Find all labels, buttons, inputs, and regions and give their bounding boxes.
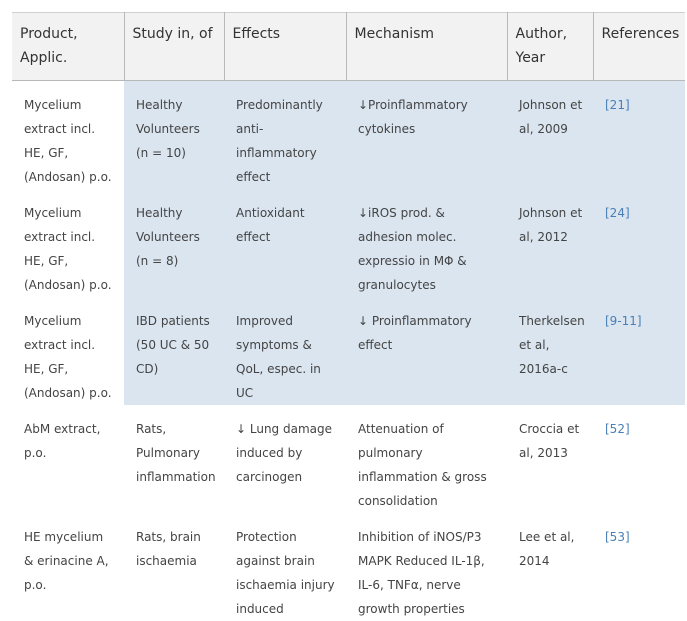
col-header-effects: Effects <box>224 12 347 81</box>
cell-mechanism: Inhibition of iNOS/P3 MAPK Reduced IL-1β… <box>358 530 485 616</box>
reference-link[interactable]: [21] <box>593 80 685 189</box>
cell-mechanism: Attenuation of pulmonary inflammation & … <box>358 422 487 508</box>
cell-author: Johnson et al, 2012 <box>507 189 593 297</box>
table-row: Mycelium extract incl. HE, GF, (Andosan)… <box>12 297 685 405</box>
reference-link[interactable]: [24] <box>593 189 685 297</box>
table-row: Mycelium extract incl. HE, GF, (Andosan)… <box>12 80 685 189</box>
cell-study: Rats, Pulmonary inflammation <box>136 422 216 484</box>
cell-effects: Predominantly anti-inflammatory effect <box>224 80 346 189</box>
reference-link[interactable]: [53] <box>605 530 630 544</box>
cell-study: IBD patients (50 UC & 50 CD) <box>124 297 224 405</box>
table-row: AbM extract, p.o. Rats, Pulmonary inflam… <box>12 405 685 513</box>
cell-author: Lee et al, 2014 <box>519 530 575 568</box>
col-header-product: Product, Applic. <box>12 12 125 81</box>
col-header-mechanism: Mechanism <box>346 12 508 81</box>
cell-author: Therkelsen et al, 2016a-c <box>507 297 593 405</box>
cell-product: AbM extract, p.o. <box>24 422 101 460</box>
cell-author: Johnson et al, 2009 <box>507 80 593 189</box>
cell-effects: Antioxidant effect <box>224 189 346 297</box>
col-header-author: Author, Year <box>507 12 594 81</box>
reference-link[interactable]: [9-11] <box>593 297 685 405</box>
reference-link[interactable]: [52] <box>605 422 630 436</box>
header-row: Product, Applic. Study in, of Effects Me… <box>12 12 685 81</box>
cell-effects: ↓ Lung damage induced by carcinogen <box>236 422 332 484</box>
col-header-study: Study in, of <box>124 12 225 81</box>
cell-mechanism: ↓ Proinflammatory effect <box>346 297 507 405</box>
table-row: HE mycelium & erinacine A, p.o. Rats, br… <box>12 513 685 621</box>
table-row: Mycelium extract incl. HE, GF, (Andosan)… <box>12 189 685 297</box>
cell-author: Croccia et al, 2013 <box>519 422 580 460</box>
cell-mechanism: ↓iROS prod. & adhesion molec. expressio … <box>346 189 507 297</box>
cell-effects: Improved symptoms & QoL, espec. in UC <box>224 297 346 405</box>
cell-effects: Protection against brain ischaemia injur… <box>236 530 335 616</box>
cell-study: Healthy Volunteers (n = 8) <box>124 189 224 297</box>
cell-product: Mycelium extract incl. HE, GF, (Andosan)… <box>24 314 112 400</box>
col-header-references: References <box>593 12 685 81</box>
cell-study: Rats, brain ischaemia <box>136 530 201 568</box>
cell-product: Mycelium extract incl. HE, GF, (Andosan)… <box>24 98 112 184</box>
cell-product: HE mycelium & erinacine A, p.o. <box>24 530 109 592</box>
studies-table: Product, Applic. Study in, of Effects Me… <box>12 12 685 621</box>
cell-study: Healthy Volunteers (n = 10) <box>124 80 224 189</box>
cell-mechanism: ↓Proinflammatory cytokines <box>346 80 507 189</box>
cell-product: Mycelium extract incl. HE, GF, (Andosan)… <box>24 206 112 292</box>
